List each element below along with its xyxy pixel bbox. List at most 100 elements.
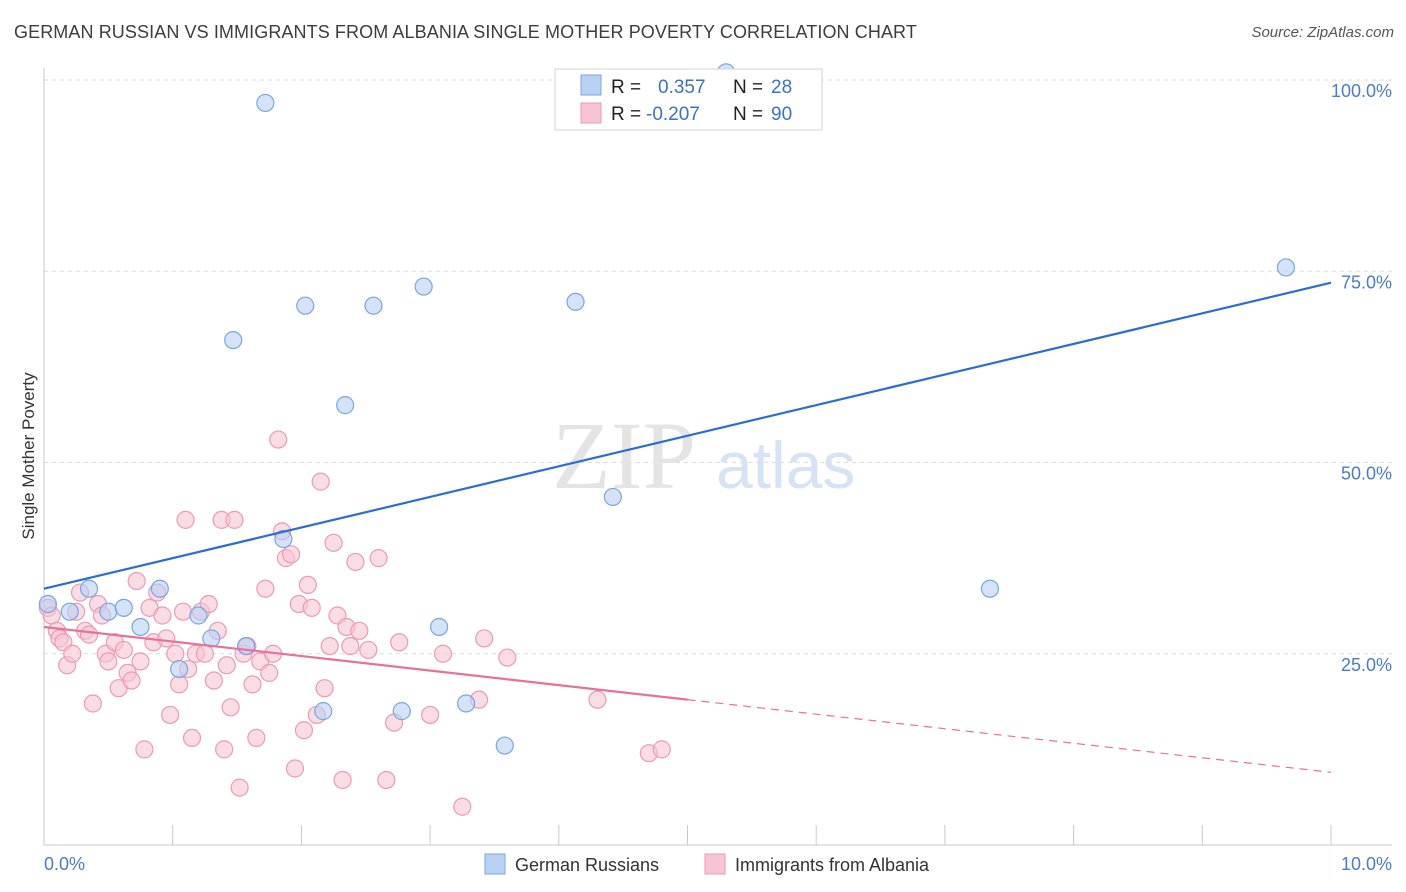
stats-n-label-blue: N =	[733, 77, 763, 98]
albania-point-45	[221, 698, 240, 717]
series-legend: German Russians Immigrants from Albania	[484, 853, 930, 875]
german-russian-point-1	[60, 602, 79, 621]
albania-point-68	[320, 636, 339, 656]
albania-point-11	[83, 694, 103, 713]
legend-label-immigrants-from-albania: Immigrants from Albania	[735, 855, 930, 875]
albania-point-30	[166, 644, 185, 663]
albania-point-22	[131, 652, 150, 671]
german-russian-point-21	[457, 694, 476, 713]
german-russian-point-7	[170, 659, 189, 679]
albania-point-38	[195, 644, 214, 663]
y-tick-labels: 100.0% 75.0% 50.0% 25.0%	[1331, 81, 1392, 675]
stats-r-value-blue: 0.357	[658, 77, 706, 98]
trendline-immigrants-from-albania	[43, 625, 688, 701]
y-tick-label-25: 25.0%	[1341, 655, 1392, 675]
german-russian-point-19	[414, 277, 433, 296]
albania-point-76	[359, 640, 378, 660]
german-russian-point-18	[392, 702, 411, 721]
gridlines	[44, 79, 1392, 655]
german-russian-point-23	[566, 292, 585, 311]
german-russian-point-15	[314, 702, 333, 721]
albania-point-28	[157, 629, 176, 648]
albania-point-18	[114, 640, 133, 660]
german-russian-point-10	[224, 331, 243, 350]
albania-point-53	[256, 579, 275, 598]
stats-legend-swatch-pink	[580, 102, 602, 124]
albania-point-47	[230, 778, 249, 797]
german-russian-point-16	[336, 396, 355, 415]
trendline-immigrants-from-albania-extrapolated	[687, 699, 1332, 773]
stats-r-value-pink: -0.207	[646, 104, 700, 125]
albania-point-85	[475, 629, 494, 648]
german-russian-point-24	[603, 487, 622, 507]
german-russian-point-3	[99, 602, 118, 621]
german-russian-point-17	[364, 296, 383, 315]
watermark-zip: ZIP	[552, 402, 696, 509]
x-tick-label-min: 0.0%	[44, 854, 85, 874]
german-russian-point-5	[131, 617, 150, 637]
stats-n-value-blue: 28	[771, 77, 792, 98]
axes	[43, 68, 1392, 846]
albania-point-21	[127, 571, 146, 591]
albania-point-62	[294, 721, 314, 740]
albania-point-89	[652, 740, 671, 759]
german-russian-point-11	[236, 636, 256, 656]
albania-point-31	[170, 675, 189, 694]
albania-point-15	[99, 652, 118, 671]
albania-point-27	[153, 606, 172, 625]
albania-point-71	[333, 770, 352, 790]
albania-point-44	[217, 656, 236, 675]
german-russian-point-13	[274, 529, 293, 549]
albania-point-35	[182, 728, 202, 748]
legend-swatch-german-russians	[484, 853, 506, 875]
albania-point-50	[243, 675, 262, 694]
albania-point-33	[176, 510, 195, 529]
albania-point-77	[369, 549, 388, 568]
albania-point-59	[282, 545, 301, 564]
chart-title: GERMAN RUSSIAN VS IMMIGRANTS FROM ALBANI…	[14, 22, 917, 42]
albania-point-39	[199, 594, 218, 614]
stats-r-label-blue: R =	[611, 77, 641, 98]
albania-point-60	[285, 759, 305, 778]
albania-point-67	[315, 679, 334, 698]
stats-r-label-pink: R =	[611, 104, 641, 125]
german-russian-point-0	[38, 594, 57, 614]
albania-point-6	[63, 644, 82, 663]
albania-point-54	[260, 663, 279, 682]
albania-point-74	[346, 552, 365, 572]
albania-point-56	[269, 430, 288, 449]
german-russian-point-14	[296, 296, 315, 315]
albania-point-23	[135, 740, 154, 759]
albania-point-87	[588, 690, 607, 709]
albania-point-32	[173, 602, 193, 621]
legend-swatch-immigrants-from-albania	[704, 853, 726, 875]
trendlines	[43, 281, 1332, 773]
albania-point-46	[225, 510, 244, 529]
albania-point-75	[350, 621, 369, 640]
series-immigrants-from-albania-points	[38, 430, 671, 816]
albania-point-83	[453, 797, 472, 816]
y-axis-title: Single Mother Poverty	[19, 372, 38, 540]
albania-point-64	[302, 598, 321, 617]
stats-legend-swatch-blue	[580, 74, 602, 96]
german-russian-point-8	[189, 606, 208, 625]
albania-point-69	[324, 533, 343, 552]
german-russian-point-22	[495, 736, 514, 755]
albania-point-40	[204, 671, 223, 690]
albania-point-51	[247, 728, 266, 748]
y-tick-label-50: 50.0%	[1341, 464, 1392, 484]
trendline-german-russians	[43, 281, 1332, 590]
german-russian-point-6	[150, 579, 169, 598]
albania-point-63	[298, 575, 317, 595]
german-russian-point-27	[1276, 258, 1296, 277]
x-tick-marks	[43, 825, 1332, 845]
german-russian-point-26	[980, 579, 1000, 598]
albania-point-86	[498, 648, 517, 667]
watermark-atlas: atlas	[716, 428, 855, 502]
legend-label-german-russians: German Russians	[515, 855, 659, 875]
albania-point-73	[341, 636, 360, 656]
albania-point-80	[390, 633, 409, 652]
x-tick-label-max: 10.0%	[1341, 854, 1392, 874]
german-russian-point-4	[114, 598, 133, 617]
